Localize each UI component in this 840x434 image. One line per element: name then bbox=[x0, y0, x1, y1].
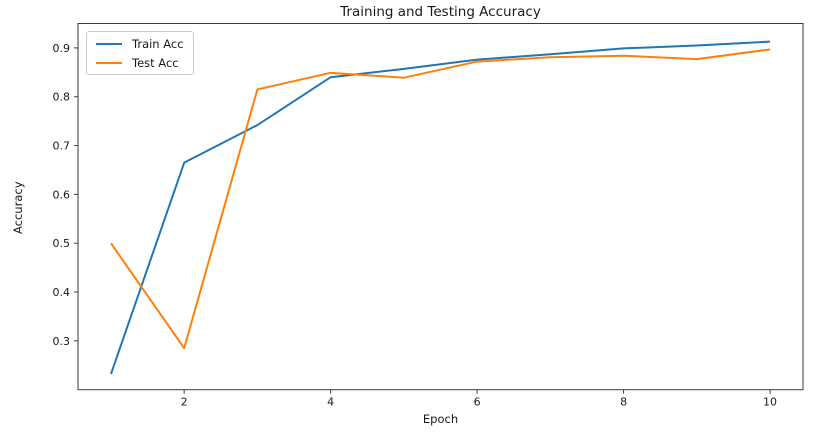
y-tick-label: 0.4 bbox=[53, 286, 71, 299]
plot-border bbox=[77, 23, 804, 391]
legend-item-train-acc: Train Acc bbox=[96, 36, 184, 51]
y-tick-label: 0.9 bbox=[53, 42, 71, 55]
y-tick-label: 0.8 bbox=[53, 91, 71, 104]
chart-title: Training and Testing Accuracy bbox=[340, 4, 541, 20]
legend-label-train-acc: Train Acc bbox=[132, 36, 184, 51]
x-tick-label: 4 bbox=[327, 396, 334, 409]
y-tick-label: 0.6 bbox=[53, 188, 71, 201]
y-tick-label: 0.5 bbox=[53, 237, 71, 250]
x-tick-label: 10 bbox=[763, 396, 777, 409]
y-tick-label: 0.3 bbox=[53, 335, 71, 348]
x-tick-label: 8 bbox=[620, 396, 627, 409]
legend: Train Acc Test Acc bbox=[86, 31, 194, 75]
legend-label-test-acc: Test Acc bbox=[132, 55, 179, 70]
train-acc-line-swatch bbox=[96, 42, 122, 45]
legend-item-test-acc: Test Acc bbox=[96, 55, 184, 70]
x-tick-label: 2 bbox=[181, 396, 188, 409]
test-acc-line bbox=[110, 48, 771, 350]
train-acc-line bbox=[110, 40, 771, 375]
test-acc-line-swatch bbox=[96, 61, 122, 64]
x-axis-label: Epoch bbox=[422, 412, 459, 426]
y-tick-label: 0.7 bbox=[53, 140, 71, 153]
x-tick-label: 6 bbox=[474, 396, 481, 409]
